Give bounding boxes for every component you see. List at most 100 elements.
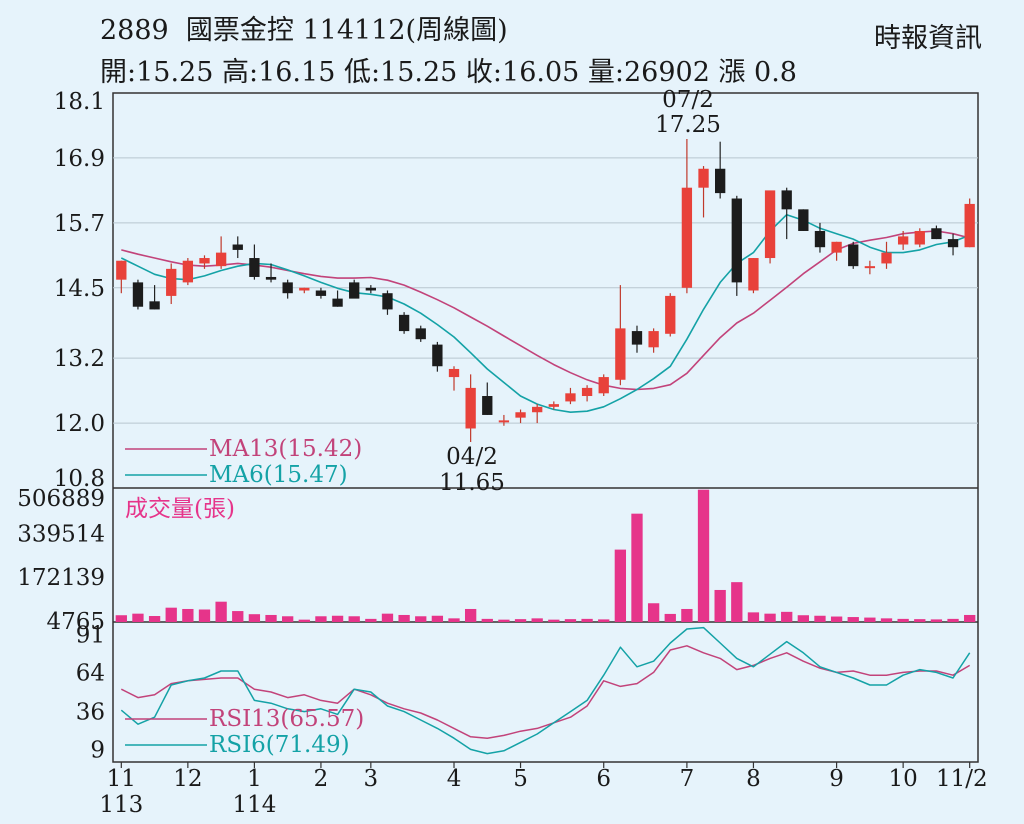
candle-body [581, 387, 593, 397]
candle-body [881, 252, 892, 264]
candle-body [648, 331, 659, 348]
x-tick-label: 11 [107, 766, 136, 792]
volume-bar [731, 582, 743, 622]
volume-bar [165, 607, 177, 622]
candle-body [249, 258, 260, 277]
candle-body [897, 236, 909, 245]
volume-bar [647, 603, 660, 622]
volume-bar [880, 618, 893, 622]
annotations: 07/217.25 04/211.65 [439, 87, 721, 496]
candle-body [332, 298, 343, 307]
high-value: 17.25 [655, 112, 721, 138]
volume-bar [198, 609, 211, 622]
volume-bar [315, 616, 327, 622]
candle-body [565, 393, 576, 402]
volume-bars [115, 489, 976, 622]
volume-bar [115, 615, 127, 622]
volume-bar [947, 618, 959, 622]
volume-bar [448, 618, 460, 622]
candle-body [465, 387, 476, 429]
volume-bar [398, 614, 410, 622]
x-tick-label: 8 [746, 766, 761, 792]
candle-body [299, 287, 310, 291]
x-tick-label: 10 [889, 766, 918, 792]
volume-bar [248, 614, 261, 622]
candle-body [931, 228, 942, 240]
volume-bar [747, 612, 760, 622]
candle-body [532, 406, 543, 413]
volume-bar [964, 614, 976, 622]
volume-bar [365, 618, 377, 622]
price-tick-label: 15.7 [54, 211, 105, 237]
volume-bar [764, 613, 776, 622]
stock-title: 國票金控 114112(周線圖) [185, 15, 508, 46]
volume-bar [148, 616, 161, 622]
volume-bar [415, 616, 427, 622]
volume-bar [132, 613, 144, 622]
volume-tick-label: 506889 [17, 486, 105, 512]
candle-body [814, 230, 826, 248]
plot-border [112, 92, 979, 763]
rsi-tick-label: 91 [76, 623, 105, 649]
volume-bar [897, 618, 909, 622]
low-value: 11.65 [439, 470, 505, 496]
ohlc-summary: 開:15.25 高:16.15 低:15.25 收:16.05 量:26902 … [100, 57, 797, 88]
volume-bar [847, 617, 859, 622]
candle-body [382, 293, 393, 310]
volume-bar [498, 619, 510, 622]
candle-body [398, 314, 410, 332]
candle-body [132, 282, 144, 307]
volume-bar [265, 614, 277, 622]
x-tick-year: 114 [232, 792, 276, 818]
volume-bar [814, 615, 826, 622]
rsi-tick-label: 36 [76, 700, 105, 726]
rsi6-legend-label: RSI6(71.49) [209, 732, 350, 758]
legends: MA13(15.42)MA6(15.47) RSI13(65.57)RSI6(71… [125, 436, 364, 758]
volume-bar [830, 616, 843, 622]
volume-bar [697, 489, 710, 622]
volume-bar [331, 615, 344, 622]
x-tick-label: 12 [173, 766, 202, 792]
candle-body [615, 328, 626, 380]
volume-bar [348, 616, 360, 622]
volume-bar [681, 608, 693, 622]
rsi-tick-label: 9 [90, 737, 105, 763]
volume-tick-label: 339514 [17, 522, 105, 548]
volume-bar [514, 619, 527, 622]
price-grid [113, 157, 978, 424]
price-tick-label: 18.1 [54, 89, 105, 115]
candle-body [432, 344, 443, 367]
volume-bar [797, 615, 809, 622]
candle-body [166, 268, 177, 296]
volume-bar [631, 513, 643, 622]
candle-body [681, 187, 693, 288]
x-tick-year: 113 [99, 792, 143, 818]
volume-bar [381, 613, 394, 622]
candle-body [415, 328, 426, 340]
price-tick-label: 13.2 [54, 346, 105, 372]
volume-bar [614, 549, 627, 622]
candle-body [315, 290, 327, 296]
volume-bar [598, 619, 610, 622]
candle-body [698, 168, 709, 188]
candle-body [848, 244, 859, 267]
candle-body [365, 287, 376, 291]
candle-body [748, 258, 759, 291]
volume-tick-label: 4765 [46, 609, 105, 635]
volume-bar [664, 613, 676, 622]
volume-bar [464, 608, 477, 622]
volume-bar [864, 617, 876, 622]
ma13-legend-label: MA13(15.42) [209, 436, 362, 462]
candle-body [665, 295, 676, 334]
candle-body [265, 276, 277, 280]
candle-body [482, 396, 493, 415]
x-tick-label: 4 [447, 766, 462, 792]
source-label: 時報資訊 [874, 23, 982, 54]
header-title: 2889 國票金控 114112(周線圖) [100, 8, 508, 47]
candle-body [731, 198, 742, 283]
candle-body [515, 412, 526, 418]
volume-tick-label: 172139 [17, 565, 105, 591]
volume-bar [481, 618, 493, 622]
